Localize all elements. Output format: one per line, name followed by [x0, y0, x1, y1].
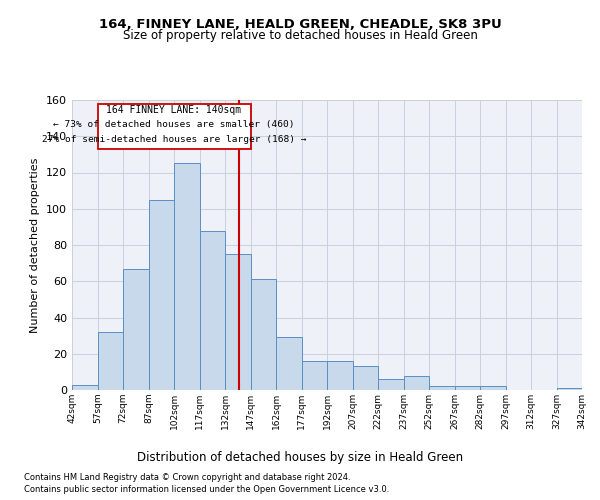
Text: Distribution of detached houses by size in Heald Green: Distribution of detached houses by size …: [137, 451, 463, 464]
Text: Contains HM Land Registry data © Crown copyright and database right 2024.: Contains HM Land Registry data © Crown c…: [24, 474, 350, 482]
Text: Size of property relative to detached houses in Heald Green: Size of property relative to detached ho…: [122, 29, 478, 42]
Bar: [429, 386, 455, 390]
Bar: [480, 386, 505, 390]
Bar: [557, 388, 582, 390]
Bar: [72, 384, 97, 390]
Bar: [353, 366, 378, 390]
Text: 27% of semi-detached houses are larger (168) →: 27% of semi-detached houses are larger (…: [42, 136, 306, 144]
Bar: [404, 376, 429, 390]
Bar: [149, 200, 174, 390]
Text: ← 73% of detached houses are smaller (460): ← 73% of detached houses are smaller (46…: [53, 120, 295, 130]
Bar: [455, 386, 480, 390]
Bar: [97, 332, 123, 390]
Text: Contains public sector information licensed under the Open Government Licence v3: Contains public sector information licen…: [24, 485, 389, 494]
Text: 164 FINNEY LANE: 140sqm: 164 FINNEY LANE: 140sqm: [106, 104, 242, 115]
Y-axis label: Number of detached properties: Number of detached properties: [31, 158, 40, 332]
Bar: [251, 280, 276, 390]
Bar: [327, 361, 353, 390]
Bar: [123, 268, 149, 390]
Bar: [97, 104, 251, 149]
Bar: [225, 254, 251, 390]
Bar: [174, 164, 199, 390]
Bar: [378, 379, 404, 390]
Bar: [200, 230, 225, 390]
Bar: [302, 361, 327, 390]
Text: 164, FINNEY LANE, HEALD GREEN, CHEADLE, SK8 3PU: 164, FINNEY LANE, HEALD GREEN, CHEADLE, …: [98, 18, 502, 30]
Bar: [276, 338, 302, 390]
